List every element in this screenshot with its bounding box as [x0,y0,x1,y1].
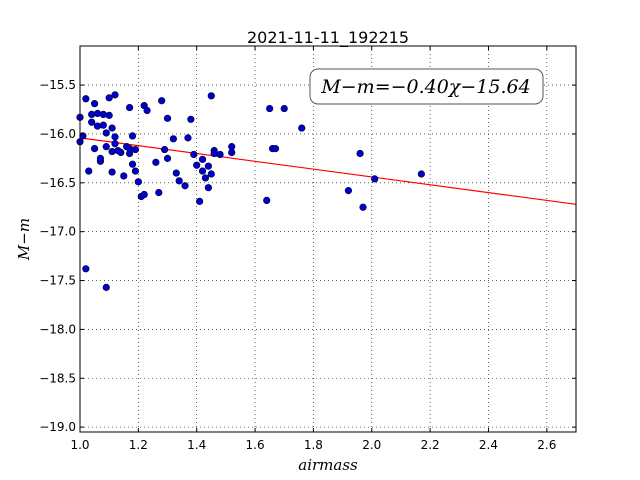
data-point [172,169,180,177]
x-tick-labels: 1.0 1.2 1.4 1.6 1.8 2.0 2.2 2.4 2.6 [70,438,556,452]
data-point [266,104,274,113]
x-tick-label: 1.4 [187,438,206,452]
y-tick-label: −19.0 [39,420,76,434]
y-tick-label: −16.5 [39,176,76,190]
data-point [99,121,107,129]
x-axis-label: airmass [298,456,358,474]
data-point [359,203,367,211]
data-point [111,140,119,148]
data-point [417,170,425,178]
data-point [198,167,207,175]
data-point [210,149,218,158]
data-point [99,110,107,119]
data-point [82,265,90,273]
y-tick-label: −18.0 [39,322,76,336]
data-point [158,97,166,105]
data-points [76,91,425,291]
data-point [128,132,137,140]
data-point [111,91,119,99]
x-tick-label: 2.4 [479,438,498,452]
data-point [204,162,212,170]
data-point [228,148,236,157]
data-point [82,95,90,103]
data-point [181,182,189,190]
data-point [298,124,306,132]
data-point [88,118,96,126]
x-tick-label: 1.8 [304,438,323,452]
data-point [108,147,116,156]
annotation-text: M−m=−0.40χ−15.64 [320,76,530,98]
x-tick-label: 1.0 [70,438,89,452]
data-point [108,124,116,132]
data-point [263,196,271,204]
x-tick-label: 2.2 [421,438,440,452]
data-point [187,115,195,123]
data-point [134,178,142,186]
data-point [105,111,113,119]
y-tick-label: −17.5 [39,274,76,288]
data-point [102,143,110,151]
annotation-box [309,68,544,105]
data-point [102,129,110,137]
y-axis-label: M−m [15,218,33,261]
data-point [169,135,177,143]
data-point [344,187,353,195]
data-point [85,167,93,175]
y-tick-label: −18.5 [39,371,76,385]
data-point [102,283,110,291]
data-point [128,160,137,168]
y-tick-label: −17.0 [39,225,76,239]
data-point [140,190,148,199]
ticks [79,46,576,432]
data-point [207,92,215,100]
fit-annotation: M−m=−0.40χ−15.64 [309,68,544,105]
data-point [161,145,169,154]
x-tick-label: 2.0 [362,438,381,452]
x-tick-label: 2.6 [537,438,556,452]
plot-frame [79,45,577,433]
data-point [117,148,125,157]
data-point [90,100,99,108]
data-point [175,177,183,185]
data-point [190,150,198,159]
data-point [88,110,96,119]
data-point [143,106,151,115]
data-point [126,103,134,112]
data-point [193,161,201,169]
x-tick-label: 1.6 [246,438,265,452]
data-point [207,170,215,178]
y-tick-labels: −15.5 −16.0 −16.5 −17.0 −17.5 −18.0 −18.5 −19.0 [39,78,76,434]
data-point [105,94,113,102]
data-point [163,154,172,162]
data-point [93,122,102,130]
data-point [155,188,163,197]
data-point [201,174,210,182]
data-point [93,109,102,118]
data-point [120,172,128,180]
data-point [131,167,140,175]
data-point [90,145,99,153]
data-point [280,104,288,113]
data-point [356,149,364,158]
data-point [184,134,192,142]
data-point [131,145,140,154]
data-point [204,184,212,192]
data-point [96,154,105,162]
data-point [152,158,160,166]
data-point [111,133,119,141]
data-point [163,114,172,122]
data-point [271,145,280,153]
data-point [196,197,204,205]
data-point [216,150,224,159]
data-point [108,168,116,176]
data-point [198,155,207,163]
y-tick-label: −15.5 [39,78,76,92]
data-point [371,175,379,183]
y-tick-label: −16.0 [39,127,76,141]
x-tick-label: 1.2 [129,438,148,452]
data-point [126,145,134,153]
chart-title: 2021-11-11_192215 [247,28,409,48]
